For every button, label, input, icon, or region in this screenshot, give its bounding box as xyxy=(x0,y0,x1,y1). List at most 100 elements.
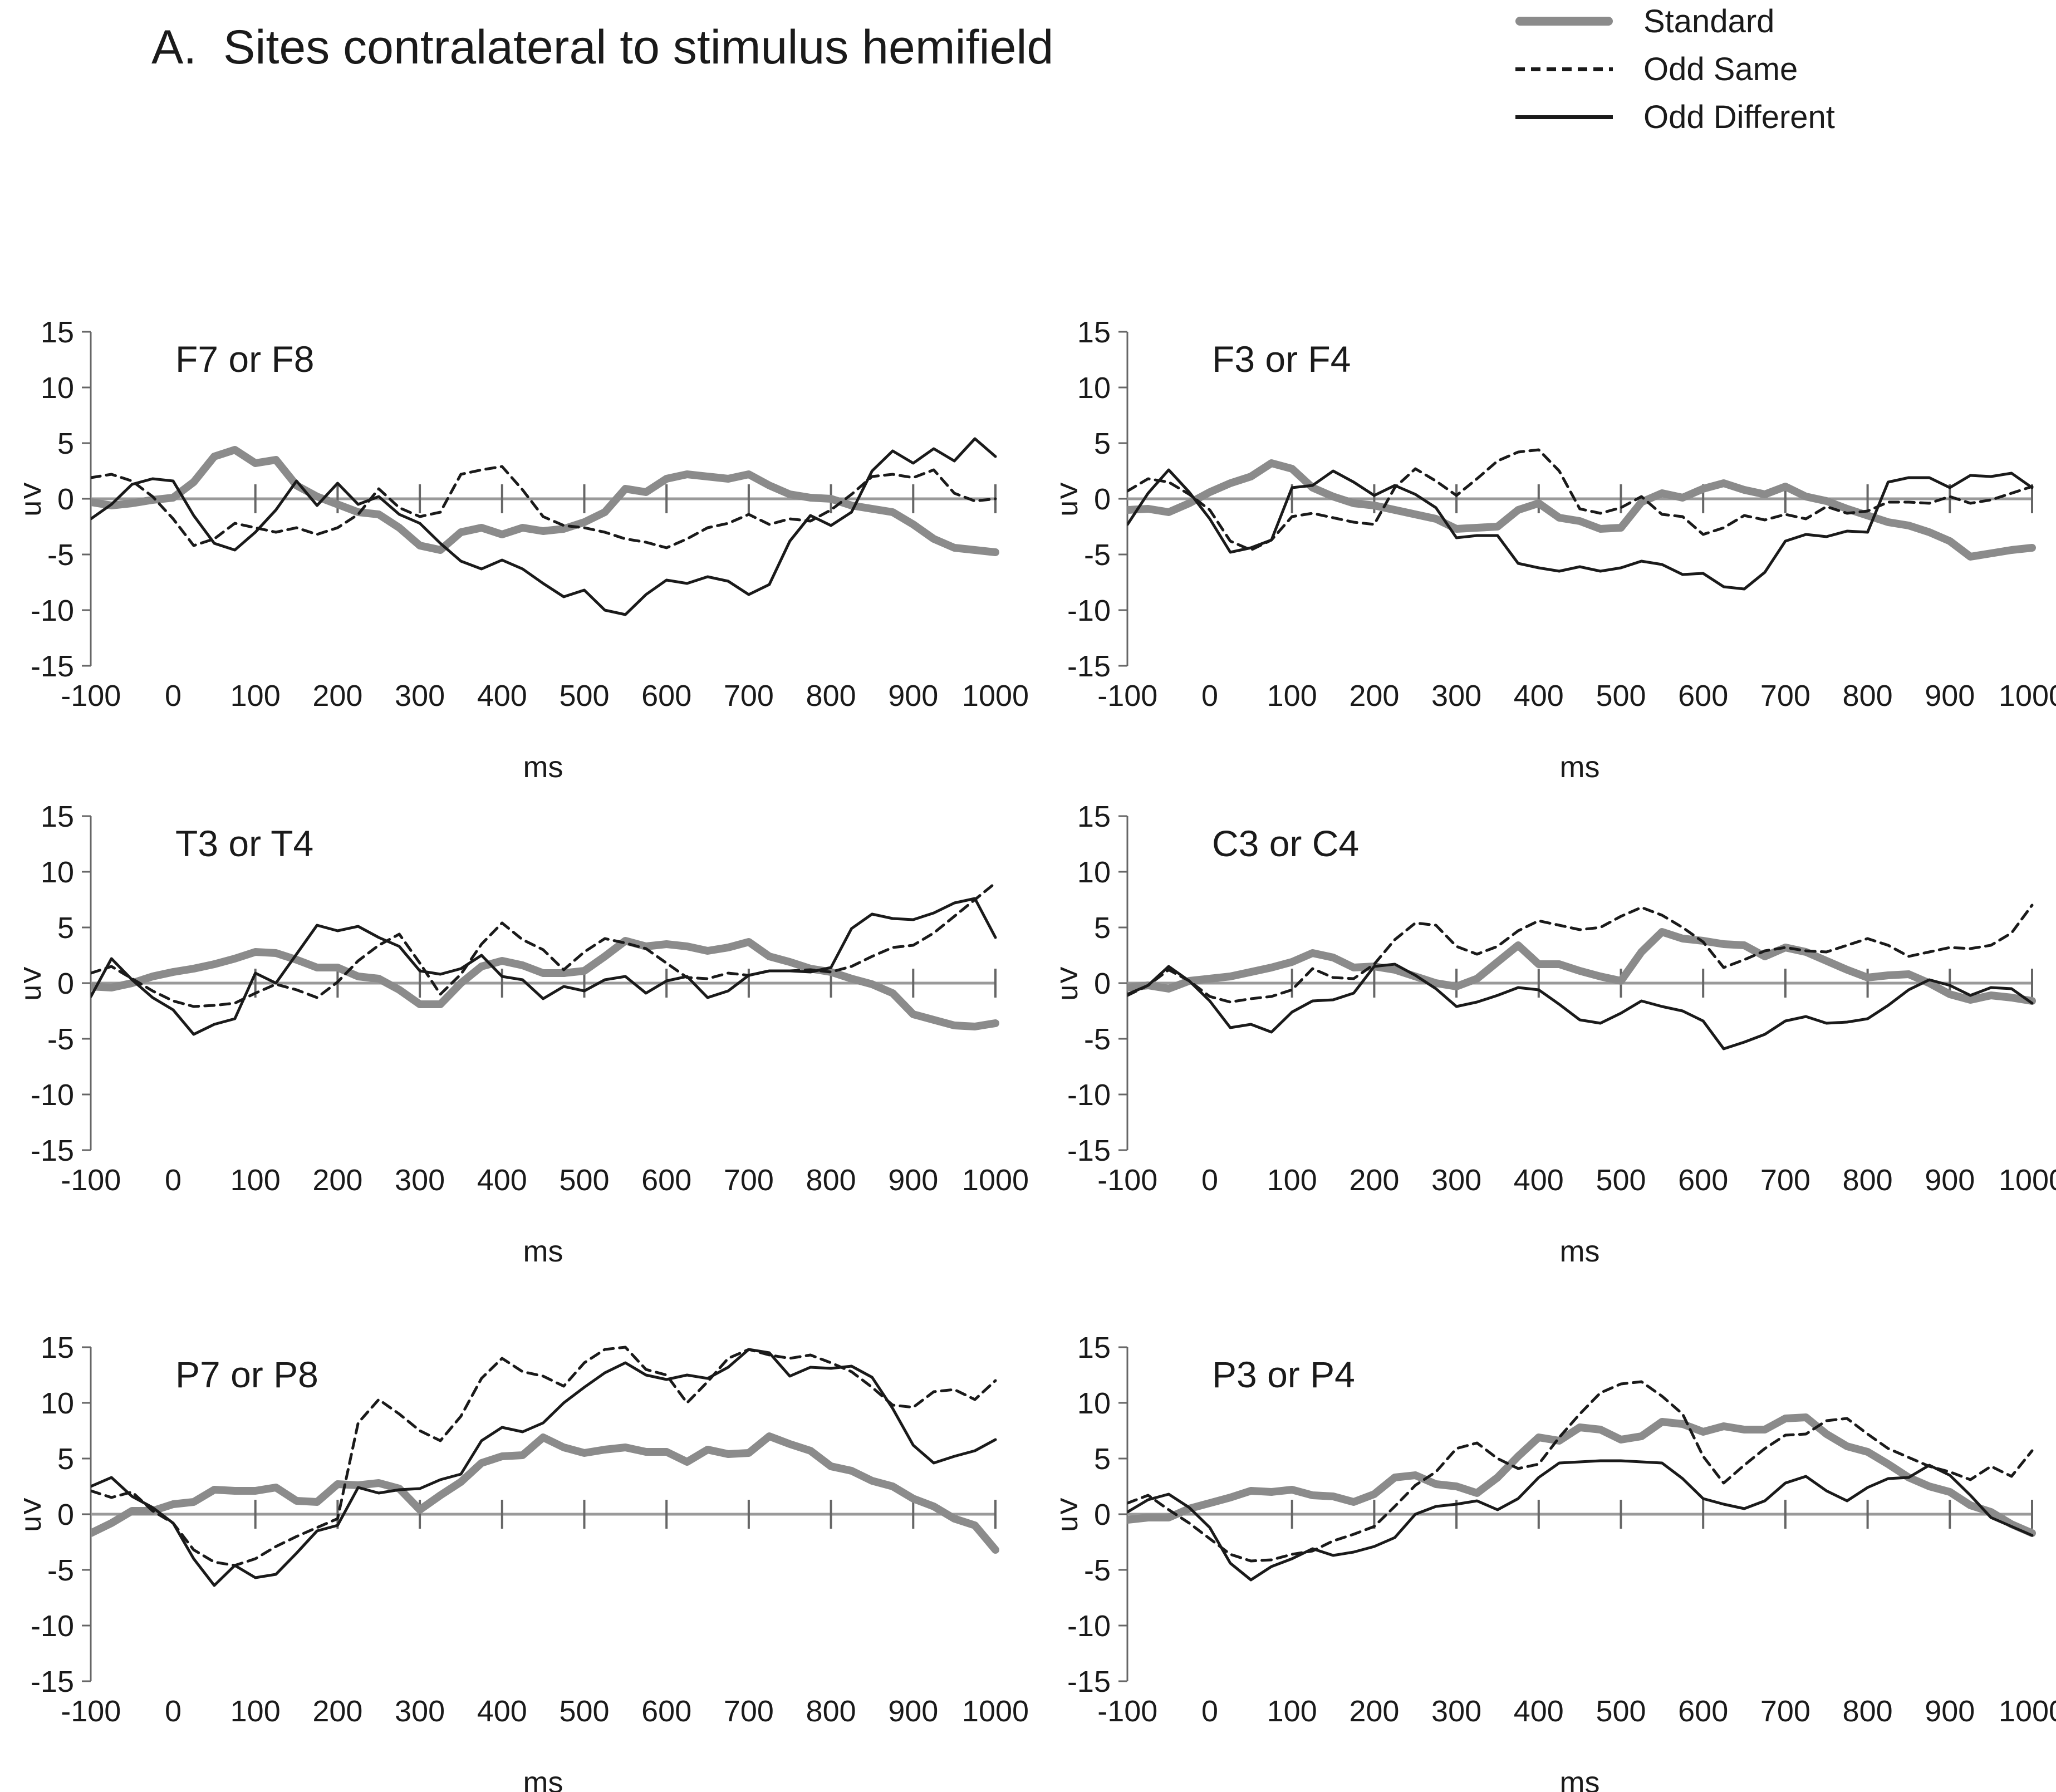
y-tick-label: -5 xyxy=(47,1554,74,1587)
y-tick-label: 0 xyxy=(1094,483,1111,516)
series-standard xyxy=(1127,459,2036,561)
series-odd_same xyxy=(1127,1380,2034,1563)
y-tick-label: 5 xyxy=(57,427,74,460)
x-tick-label: 300 xyxy=(395,1695,445,1728)
x-tick-label: 300 xyxy=(395,1163,445,1197)
x-tick-label: 900 xyxy=(1925,1163,1975,1197)
y-tick-label: 0 xyxy=(1094,967,1111,1000)
x-axis-title: ms xyxy=(1560,1235,1600,1268)
x-tick-label: 700 xyxy=(1760,1695,1810,1728)
erp-chart: -15 -10 -5 0 5 10 15 -100 0 100 200 300 400 500 600 700… xyxy=(24,800,1029,1268)
x-tick-label: 600 xyxy=(1678,679,1728,713)
y-tick-label: -15 xyxy=(31,1665,74,1698)
solid-line-sample-icon xyxy=(1515,115,1613,119)
x-tick-label: 1000 xyxy=(1999,1163,2056,1197)
x-tick-label: 800 xyxy=(1843,1163,1893,1197)
y-tick-label: -10 xyxy=(1067,1078,1111,1112)
erp-chart: -15 -10 -5 0 5 10 15 -100 0 100 200 300 400 500 600 700… xyxy=(24,1331,1029,1792)
x-tick-label: 700 xyxy=(724,1695,774,1728)
y-tick-label: -15 xyxy=(1067,1665,1111,1698)
x-tick-label: 700 xyxy=(724,1163,774,1197)
y-tick-label: 10 xyxy=(41,371,74,405)
x-tick-label: 300 xyxy=(395,679,445,713)
x-tick-label: -100 xyxy=(1097,679,1157,713)
x-tick-label: -100 xyxy=(61,1695,121,1728)
x-tick-label: 300 xyxy=(1431,679,1481,713)
x-tick-label: 500 xyxy=(1596,1163,1646,1197)
standard-line-sample-icon xyxy=(1515,17,1613,26)
series-odd_same xyxy=(91,881,997,1008)
x-tick-label: 600 xyxy=(641,1163,691,1197)
x-tick-label: 600 xyxy=(1678,1163,1728,1197)
x-tick-label: 500 xyxy=(559,1163,609,1197)
x-axis-title: ms xyxy=(1560,1766,1600,1792)
x-tick-label: 0 xyxy=(1201,1163,1218,1197)
x-tick-label: 0 xyxy=(165,1695,181,1728)
x-tick-label: 500 xyxy=(559,679,609,713)
x-tick-label: 600 xyxy=(641,1695,691,1728)
erp-panel-p7-p8: -15 -10 -5 0 5 10 15 -100 0 100 200 300 400 500 600 700… xyxy=(24,1325,1032,1792)
dashed-line-sample-icon xyxy=(1515,67,1613,71)
legend-label: Odd Different xyxy=(1643,99,1835,135)
series-odd_diff xyxy=(1127,468,2034,591)
y-tick-label: 0 xyxy=(57,483,74,516)
y-axis-title: uV xyxy=(1061,481,1084,517)
x-tick-label: 500 xyxy=(559,1695,609,1728)
x-axis-title: ms xyxy=(523,1766,563,1792)
y-tick-label: -5 xyxy=(1084,1554,1111,1587)
x-tick-label: 400 xyxy=(477,1163,527,1197)
x-tick-label: 400 xyxy=(1514,679,1564,713)
x-tick-label: 200 xyxy=(312,1163,362,1197)
y-tick-label: 5 xyxy=(1094,1442,1111,1476)
y-tick-label: -15 xyxy=(31,1134,74,1167)
x-tick-label: 1000 xyxy=(1999,679,2056,713)
x-tick-label: 500 xyxy=(1596,1695,1646,1728)
series-standard xyxy=(1127,1413,2036,1537)
x-tick-label: 800 xyxy=(806,679,856,713)
x-tick-label: 700 xyxy=(1760,679,1810,713)
series-odd_diff xyxy=(91,897,997,1036)
x-tick-label: 300 xyxy=(1431,1695,1481,1728)
y-tick-label: 5 xyxy=(1094,427,1111,460)
y-tick-label: -10 xyxy=(31,594,74,627)
figure-title: A. Sites contralateral to stimulus hemif… xyxy=(151,21,1054,74)
series-standard xyxy=(1127,928,2036,1005)
x-tick-label: 100 xyxy=(230,1163,281,1197)
x-tick-label: -100 xyxy=(61,1163,121,1197)
y-tick-label: -5 xyxy=(47,1023,74,1056)
y-axis-title: uV xyxy=(24,1496,47,1532)
x-tick-label: 300 xyxy=(1431,1163,1481,1197)
series-odd_same xyxy=(1127,448,2034,552)
y-tick-label: 5 xyxy=(57,911,74,945)
legend-label: Standard xyxy=(1643,3,1775,40)
y-tick-label: -10 xyxy=(1067,1609,1111,1643)
x-tick-label: 800 xyxy=(806,1163,856,1197)
x-tick-label: 1000 xyxy=(962,1163,1029,1197)
x-tick-label: 100 xyxy=(230,679,281,713)
series-odd_same xyxy=(91,465,997,549)
legend-item-odd-different: Odd Different xyxy=(1515,99,1835,135)
y-tick-label: 15 xyxy=(1077,1331,1111,1364)
erp-panel-f7-f8: -15 -10 -5 0 5 10 15 -100 0 100 200 300 400 500 600 700… xyxy=(24,310,1032,799)
y-tick-label: 15 xyxy=(41,1331,74,1364)
y-tick-label: -15 xyxy=(31,650,74,683)
x-tick-label: 0 xyxy=(1201,679,1218,713)
series-odd_diff xyxy=(1127,1459,2034,1582)
x-tick-label: 1000 xyxy=(962,1695,1029,1728)
series-odd_diff xyxy=(91,437,997,616)
x-tick-label: -100 xyxy=(61,679,121,713)
y-tick-label: 5 xyxy=(57,1442,74,1476)
x-tick-label: 700 xyxy=(724,679,774,713)
x-tick-label: -100 xyxy=(1097,1695,1157,1728)
x-tick-label: 200 xyxy=(1349,679,1399,713)
x-tick-label: 400 xyxy=(1514,1695,1564,1728)
x-tick-label: 700 xyxy=(1760,1163,1810,1197)
x-tick-label: 800 xyxy=(1843,679,1893,713)
x-axis-title: ms xyxy=(523,1235,563,1268)
y-tick-label: -15 xyxy=(1067,1134,1111,1167)
y-tick-label: 10 xyxy=(1077,856,1111,889)
site-label: P7 or P8 xyxy=(175,1354,318,1395)
x-tick-label: 200 xyxy=(1349,1163,1399,1197)
x-tick-label: 400 xyxy=(477,679,527,713)
erp-panel-c3-c4: -15 -10 -5 0 5 10 15 -100 0 100 200 300 400 500 600 700… xyxy=(1061,794,2056,1284)
